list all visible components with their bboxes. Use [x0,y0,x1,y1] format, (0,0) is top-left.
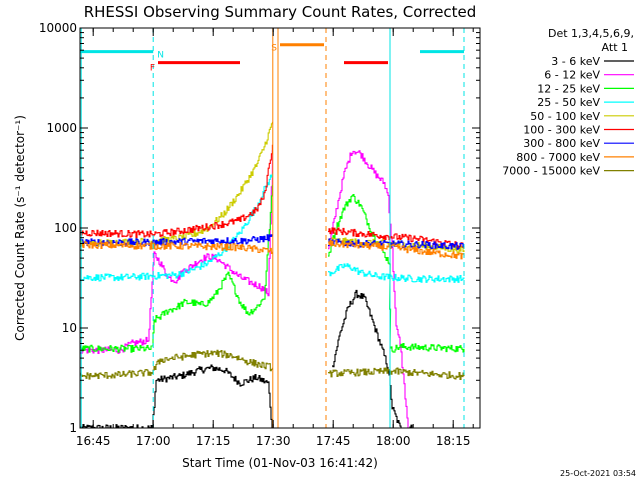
legend-label-2: 6 - 12 keV [544,69,600,82]
series-1 [80,289,413,428]
series-2 [80,150,409,428]
x-axis-label: Start Time (01-Nov-03 16:41:42) [182,456,378,470]
x-tick-label-2: 17:00 [136,434,171,448]
legend-label-5: 50 - 100 keV [530,110,600,123]
legend-label-1: 3 - 6 keV [551,55,600,68]
y-tick-label-4: 1000 [46,121,77,135]
legend-header-line-2: Att 1 [602,41,628,54]
flag-label-3: F [150,64,155,74]
y-tick-label-3: 100 [54,221,77,235]
legend-label-7: 300 - 800 keV [523,137,600,150]
flag-label-5: S [271,44,277,54]
footer-date: 25-Oct-2021 03:54 [560,469,636,478]
legend-label-8: 800 - 7000 keV [516,151,600,164]
series-1-segment-2 [332,289,413,428]
y-axis-label: Corrected Count Rate (s⁻¹ detector⁻¹) [13,115,27,341]
series-3-segment-1 [80,184,273,353]
series-3 [80,184,465,353]
x-tick-label-1: 16:45 [76,434,111,448]
series-4 [80,173,465,283]
series-8 [80,239,465,260]
y-tick-label-2: 10 [62,321,77,335]
y-tick-label-5: 10000 [39,21,77,35]
series-2-segment-2 [328,150,409,428]
series-5-segment-1 [80,121,273,248]
chart-title: RHESSI Observing Summary Count Rates, Co… [84,3,477,21]
series-3-segment-2 [328,193,465,353]
legend-label-4: 25 - 50 keV [537,96,600,109]
legend-label-9: 7000 - 15000 keV [502,165,600,178]
plot-frame [79,27,481,429]
legend-label-3: 12 - 25 keV [537,82,600,95]
series-9-segment-1 [80,349,273,380]
series-4-segment-1 [80,173,273,282]
series-7-segment-2 [328,238,464,250]
series-9 [80,349,465,380]
x-tick-label-5: 17:45 [316,434,351,448]
y-axis: 1 10 100 1000 10000 [39,21,480,435]
series-8-segment-2 [328,239,465,260]
series-6-segment-1 [80,144,273,239]
x-tick-label-6: 18:00 [376,434,411,448]
x-axis: 16:45 17:00 17:15 17:30 17:45 18:00 18:15 [76,28,474,448]
flag-label-1: N [157,51,164,61]
legend-header-line-1: Det 1,3,4,5,6,9, [548,27,634,40]
x-tick-label-3: 17:15 [196,434,231,448]
series-1-segment-1 [80,364,273,428]
y-tick-label-1: 1 [69,421,77,435]
plot-area: NF S [80,28,465,428]
series-4-segment-2 [328,263,465,283]
x-tick-label-7: 18:15 [436,434,471,448]
legend-label-6: 100 - 300 keV [523,124,600,137]
x-tick-label-4: 17:30 [256,434,291,448]
series-9-segment-2 [328,367,465,380]
series-2-segment-1 [80,150,273,354]
series-8-segment-1 [80,241,273,254]
